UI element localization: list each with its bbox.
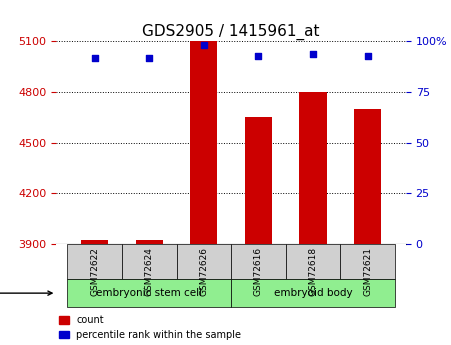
Point — [309, 51, 317, 56]
FancyBboxPatch shape — [67, 244, 122, 279]
Text: GSM72626: GSM72626 — [199, 247, 208, 296]
Point — [364, 53, 371, 58]
FancyBboxPatch shape — [231, 244, 286, 279]
Text: embryoid body: embryoid body — [274, 288, 352, 298]
FancyBboxPatch shape — [341, 244, 395, 279]
FancyBboxPatch shape — [122, 244, 176, 279]
Bar — [81, 240, 108, 244]
Text: GSM72621: GSM72621 — [363, 247, 372, 296]
Bar — [136, 240, 163, 244]
Text: GSM72618: GSM72618 — [308, 247, 318, 296]
Point — [255, 53, 262, 58]
Text: GSM72616: GSM72616 — [254, 247, 263, 296]
Text: development stage: development stage — [0, 288, 52, 298]
FancyBboxPatch shape — [176, 244, 231, 279]
Text: GSM72624: GSM72624 — [145, 247, 154, 296]
Legend: count, percentile rank within the sample: count, percentile rank within the sample — [59, 315, 241, 340]
Text: embryonic stem cell: embryonic stem cell — [96, 288, 202, 298]
Bar — [354, 109, 382, 244]
Text: GSM72622: GSM72622 — [90, 247, 99, 296]
Bar — [299, 92, 327, 244]
Title: GDS2905 / 1415961_at: GDS2905 / 1415961_at — [143, 24, 320, 40]
Bar — [190, 41, 217, 244]
FancyBboxPatch shape — [67, 279, 231, 307]
Point — [200, 43, 207, 48]
Bar — [245, 117, 272, 244]
FancyBboxPatch shape — [231, 279, 395, 307]
FancyBboxPatch shape — [286, 244, 341, 279]
Point — [91, 55, 98, 60]
Point — [146, 55, 153, 60]
